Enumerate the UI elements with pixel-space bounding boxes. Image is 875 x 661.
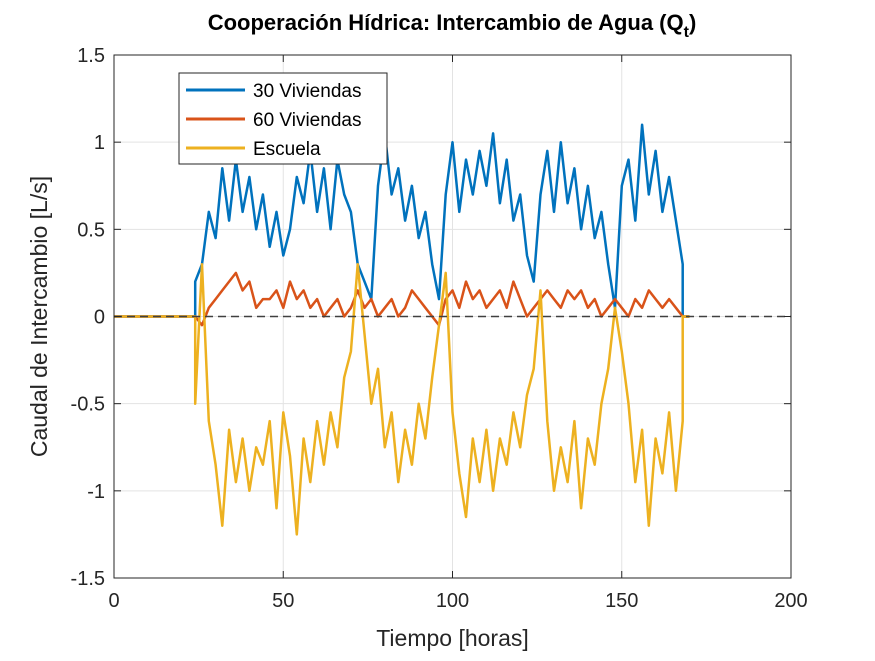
y-axis-label: Caudal de Intercambio [L/s] <box>26 176 52 457</box>
x-tick-label: 50 <box>272 590 294 612</box>
legend: 30 Viviendas 60 Viviendas Escuela <box>178 72 388 165</box>
series-line <box>114 123 690 318</box>
x-tick-label: 150 <box>605 590 638 612</box>
chart-title-suffix: ) <box>689 10 696 35</box>
x-axis-ticks: 0 50 100 150 200 <box>108 55 808 612</box>
x-tick-label: 200 <box>774 590 807 612</box>
y-tick-label: -1.5 <box>71 568 105 590</box>
legend-entry-label: Escuela <box>253 139 321 160</box>
y-tick-label: 1 <box>94 132 105 154</box>
legend-entry-label: 60 Viviendas <box>253 110 361 131</box>
y-tick-label: -0.5 <box>71 394 105 416</box>
series-line <box>114 262 690 536</box>
x-tick-label: 0 <box>108 590 119 612</box>
y-tick-label: 1.5 <box>77 45 105 67</box>
legend-entry-label: 30 Viviendas <box>253 81 361 102</box>
y-axis-ticks: -1.5 -1 -0.5 0 0.5 1 1.5 <box>71 45 791 590</box>
x-axis-label: Tiempo [horas] <box>376 625 529 651</box>
chart-title: Cooperación Hídrica: Intercambio de Agua… <box>208 10 697 41</box>
y-tick-label: -1 <box>87 481 105 503</box>
y-tick-label: 0.5 <box>77 219 105 241</box>
data-series <box>114 123 690 536</box>
chart-title-text: Cooperación Hídrica: Intercambio de Agua… <box>208 10 684 35</box>
y-tick-label: 0 <box>94 307 105 329</box>
x-tick-label: 100 <box>436 590 469 612</box>
chart-title-subscript: t <box>684 24 690 41</box>
